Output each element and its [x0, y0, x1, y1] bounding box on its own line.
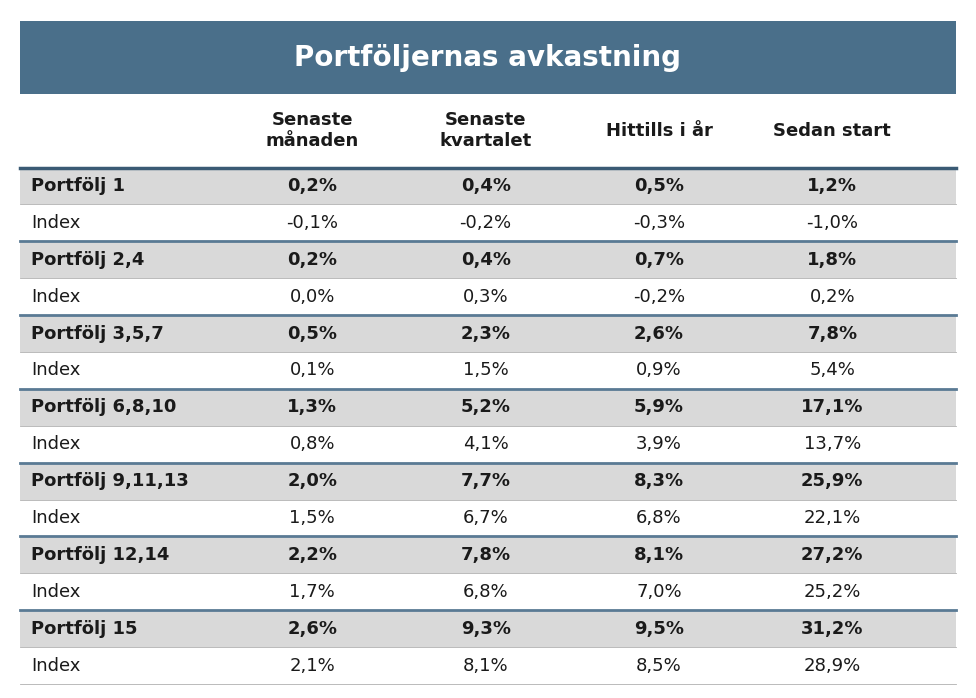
- Text: Portfölj 2,4: Portfölj 2,4: [31, 251, 144, 269]
- Text: 0,5%: 0,5%: [634, 177, 684, 195]
- Text: 7,7%: 7,7%: [461, 472, 510, 490]
- Text: 2,6%: 2,6%: [287, 620, 338, 638]
- Text: Hittills i år: Hittills i år: [605, 122, 712, 140]
- FancyBboxPatch shape: [20, 573, 956, 610]
- Text: 6,8%: 6,8%: [636, 509, 682, 527]
- Text: 0,9%: 0,9%: [636, 362, 682, 380]
- Text: 7,8%: 7,8%: [461, 546, 510, 564]
- FancyBboxPatch shape: [20, 352, 956, 389]
- Text: 1,8%: 1,8%: [807, 251, 857, 269]
- FancyBboxPatch shape: [20, 389, 956, 426]
- Text: 25,9%: 25,9%: [801, 472, 864, 490]
- Text: 4,1%: 4,1%: [463, 436, 508, 453]
- Text: 17,1%: 17,1%: [801, 399, 864, 416]
- FancyBboxPatch shape: [20, 242, 956, 279]
- Text: 2,6%: 2,6%: [634, 325, 684, 343]
- FancyBboxPatch shape: [20, 463, 956, 500]
- Text: 6,7%: 6,7%: [463, 509, 508, 527]
- Text: 2,2%: 2,2%: [287, 546, 338, 564]
- Text: 6,8%: 6,8%: [463, 583, 508, 601]
- Text: 31,2%: 31,2%: [801, 620, 864, 638]
- FancyBboxPatch shape: [20, 279, 956, 315]
- FancyBboxPatch shape: [20, 426, 956, 463]
- Text: Index: Index: [31, 509, 80, 527]
- Text: 9,3%: 9,3%: [461, 620, 510, 638]
- Text: Senaste
månaden: Senaste månaden: [265, 112, 359, 150]
- Text: 13,7%: 13,7%: [803, 436, 861, 453]
- Text: 0,4%: 0,4%: [461, 251, 510, 269]
- FancyBboxPatch shape: [20, 610, 956, 647]
- Text: Sedan start: Sedan start: [773, 122, 891, 140]
- FancyBboxPatch shape: [20, 205, 956, 242]
- Text: 0,4%: 0,4%: [461, 177, 510, 195]
- FancyBboxPatch shape: [20, 315, 956, 352]
- FancyBboxPatch shape: [20, 500, 956, 537]
- Text: Senaste
kvartalet: Senaste kvartalet: [439, 112, 532, 150]
- Text: 7,8%: 7,8%: [807, 325, 857, 343]
- Text: Index: Index: [31, 583, 80, 601]
- Text: Portfölj 12,14: Portfölj 12,14: [31, 546, 169, 564]
- Text: 1,5%: 1,5%: [463, 362, 508, 380]
- Text: -1,0%: -1,0%: [806, 214, 858, 232]
- Text: Portfölj 6,8,10: Portfölj 6,8,10: [31, 399, 176, 416]
- Text: 0,7%: 0,7%: [634, 251, 684, 269]
- Text: 27,2%: 27,2%: [801, 546, 864, 564]
- Text: -0,2%: -0,2%: [632, 288, 685, 306]
- Text: 1,5%: 1,5%: [290, 509, 335, 527]
- Text: Index: Index: [31, 214, 80, 232]
- Text: 1,7%: 1,7%: [290, 583, 335, 601]
- Text: 2,3%: 2,3%: [461, 325, 510, 343]
- Text: 0,2%: 0,2%: [809, 288, 855, 306]
- Text: Portfölj 3,5,7: Portfölj 3,5,7: [31, 325, 164, 343]
- Text: 8,1%: 8,1%: [634, 546, 684, 564]
- Text: 9,5%: 9,5%: [634, 620, 684, 638]
- Text: 0,1%: 0,1%: [290, 362, 335, 380]
- Text: 0,2%: 0,2%: [287, 251, 338, 269]
- Text: 0,3%: 0,3%: [463, 288, 508, 306]
- Text: 1,2%: 1,2%: [807, 177, 857, 195]
- Text: Portfölj 9,11,13: Portfölj 9,11,13: [31, 472, 188, 490]
- Text: 5,4%: 5,4%: [809, 362, 855, 380]
- Text: 0,5%: 0,5%: [287, 325, 338, 343]
- Text: Index: Index: [31, 362, 80, 380]
- Text: 8,3%: 8,3%: [634, 472, 684, 490]
- Text: 0,8%: 0,8%: [290, 436, 335, 453]
- Text: 5,9%: 5,9%: [634, 399, 684, 416]
- Text: Portfölj 15: Portfölj 15: [31, 620, 138, 638]
- Text: Portfölj 1: Portfölj 1: [31, 177, 125, 195]
- Text: 25,2%: 25,2%: [803, 583, 861, 601]
- Text: -0,3%: -0,3%: [632, 214, 685, 232]
- Text: 0,0%: 0,0%: [290, 288, 335, 306]
- Text: 28,9%: 28,9%: [803, 657, 861, 674]
- Text: 3,9%: 3,9%: [636, 436, 682, 453]
- Text: 8,1%: 8,1%: [463, 657, 508, 674]
- Text: 5,2%: 5,2%: [461, 399, 510, 416]
- FancyBboxPatch shape: [20, 21, 956, 94]
- Text: Index: Index: [31, 436, 80, 453]
- FancyBboxPatch shape: [20, 647, 956, 684]
- Text: 7,0%: 7,0%: [636, 583, 682, 601]
- Text: 0,2%: 0,2%: [287, 177, 338, 195]
- FancyBboxPatch shape: [20, 94, 956, 168]
- Text: 1,3%: 1,3%: [287, 399, 338, 416]
- FancyBboxPatch shape: [20, 168, 956, 205]
- Text: Index: Index: [31, 288, 80, 306]
- Text: -0,2%: -0,2%: [460, 214, 511, 232]
- Text: 2,1%: 2,1%: [290, 657, 335, 674]
- Text: -0,1%: -0,1%: [286, 214, 339, 232]
- Text: Index: Index: [31, 657, 80, 674]
- Text: 8,5%: 8,5%: [636, 657, 682, 674]
- Text: 2,0%: 2,0%: [287, 472, 338, 490]
- Text: 22,1%: 22,1%: [803, 509, 861, 527]
- FancyBboxPatch shape: [20, 537, 956, 573]
- Text: Portföljernas avkastning: Portföljernas avkastning: [295, 43, 681, 72]
